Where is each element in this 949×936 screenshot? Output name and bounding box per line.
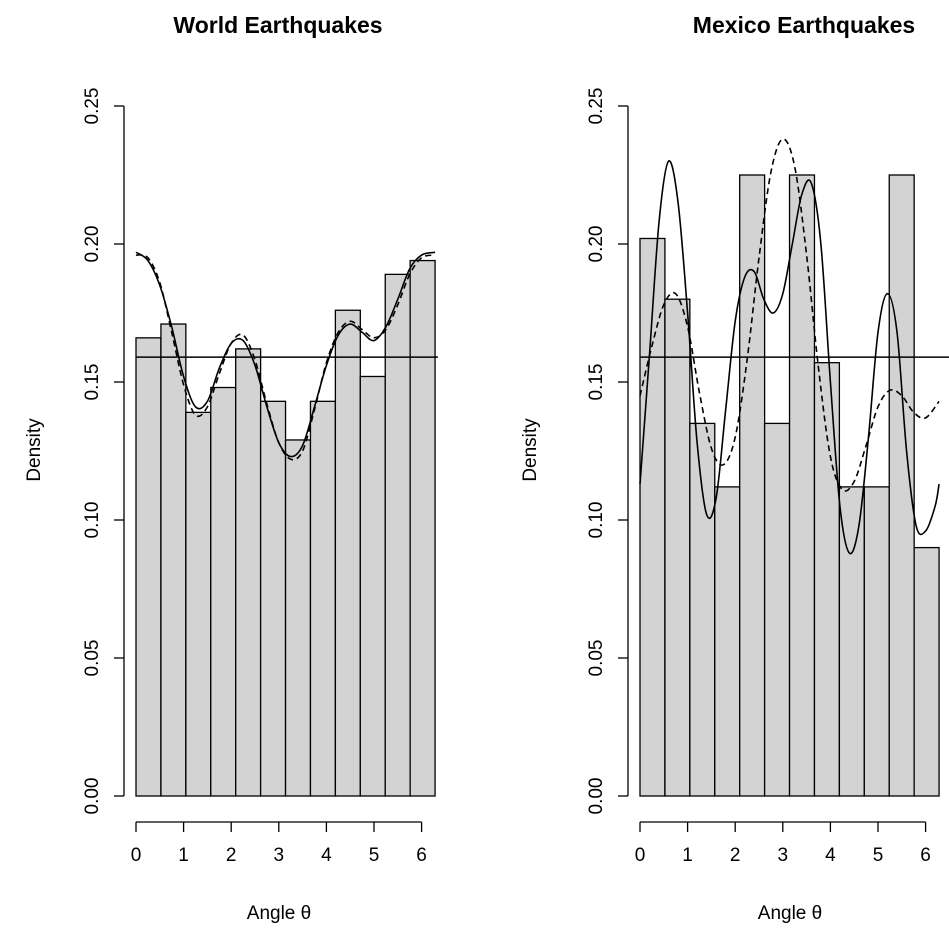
x-tick-label: 4 bbox=[321, 845, 332, 866]
y-tick-label: 0.25 bbox=[586, 88, 607, 125]
histogram-bar bbox=[185, 411, 212, 797]
x-tick-label: 1 bbox=[178, 845, 189, 866]
histogram-bar bbox=[788, 174, 816, 797]
x-axis-world: 0 1 2 3 4 5 6 bbox=[131, 821, 427, 866]
histogram-bar bbox=[135, 337, 162, 797]
x-tick-label: 0 bbox=[635, 845, 646, 866]
panel-title-mexico: Mexico Earthquakes bbox=[693, 12, 915, 38]
histogram-bar bbox=[639, 237, 666, 797]
x-tick-label: 6 bbox=[920, 845, 931, 866]
histogram-bar bbox=[689, 422, 716, 797]
x-tick-label: 0 bbox=[131, 845, 142, 866]
x-tick-label: 1 bbox=[682, 845, 693, 866]
curves-mexico bbox=[639, 138, 940, 555]
y-axis-mexico: 0.00 0.05 0.10 0.15 0.20 0.25 bbox=[586, 88, 629, 815]
y-axis-title-mexico: Density bbox=[520, 418, 541, 482]
y-tick-label: 0.00 bbox=[586, 778, 607, 815]
histogram-bar bbox=[664, 298, 691, 797]
bars-world bbox=[135, 259, 436, 797]
histogram-bar bbox=[384, 273, 411, 797]
curves-world bbox=[135, 251, 436, 461]
panel-title-world: World Earthquakes bbox=[173, 12, 382, 38]
x-axis-title-world: Angle θ bbox=[247, 903, 311, 924]
x-tick-label: 3 bbox=[274, 845, 285, 866]
y-tick-label: 0.20 bbox=[82, 226, 103, 263]
y-tick-label: 0.05 bbox=[586, 640, 607, 677]
histogram-bar bbox=[359, 375, 386, 797]
histogram-bar bbox=[259, 400, 287, 797]
y-tick-label: 0.10 bbox=[586, 502, 607, 539]
histogram-bar bbox=[739, 174, 766, 797]
y-axis-title-world: Density bbox=[24, 418, 45, 482]
x-tick-label: 2 bbox=[226, 845, 237, 866]
histogram-bar bbox=[813, 362, 841, 797]
x-tick-label: 5 bbox=[873, 845, 884, 866]
histogram-bar bbox=[763, 422, 791, 797]
x-axis-mexico: 0 1 2 3 4 5 6 bbox=[635, 821, 931, 866]
histogram-bar bbox=[210, 386, 237, 797]
x-tick-label: 3 bbox=[778, 845, 789, 866]
x-tick-label: 5 bbox=[369, 845, 380, 866]
panel-mexico: Mexico Earthquakes Density Angle θ 0.000… bbox=[520, 12, 949, 924]
y-tick-label: 0.15 bbox=[586, 364, 607, 401]
histogram-bar bbox=[714, 486, 741, 797]
y-tick-label: 0.15 bbox=[82, 364, 103, 401]
histogram-bar bbox=[334, 309, 361, 797]
bars-mexico bbox=[639, 174, 940, 797]
histogram-bar bbox=[309, 400, 337, 797]
histogram-bar bbox=[409, 259, 436, 797]
density-curve-dashed bbox=[135, 254, 436, 461]
x-tick-label: 2 bbox=[730, 845, 741, 866]
histogram-bar bbox=[838, 486, 865, 797]
histogram-bar bbox=[863, 486, 890, 797]
y-tick-label: 0.20 bbox=[586, 226, 607, 263]
y-tick-label: 0.00 bbox=[82, 778, 103, 815]
y-tick-label: 0.25 bbox=[82, 88, 103, 125]
x-tick-label: 4 bbox=[825, 845, 836, 866]
y-tick-label: 0.10 bbox=[82, 502, 103, 539]
density-curve-solid bbox=[639, 160, 940, 555]
x-tick-label: 6 bbox=[416, 845, 427, 866]
y-tick-label: 0.05 bbox=[82, 640, 103, 677]
histogram-bar bbox=[160, 323, 187, 797]
y-axis-world: 0.00 0.05 0.10 0.15 0.20 0.25 bbox=[82, 88, 125, 815]
panel-world: World Earthquakes Density Angle θ 0.000.… bbox=[24, 12, 438, 924]
histogram-bar bbox=[284, 439, 312, 797]
histogram-bar bbox=[235, 348, 262, 797]
histogram-bar bbox=[913, 546, 940, 797]
x-axis-title-mexico: Angle θ bbox=[758, 903, 822, 924]
